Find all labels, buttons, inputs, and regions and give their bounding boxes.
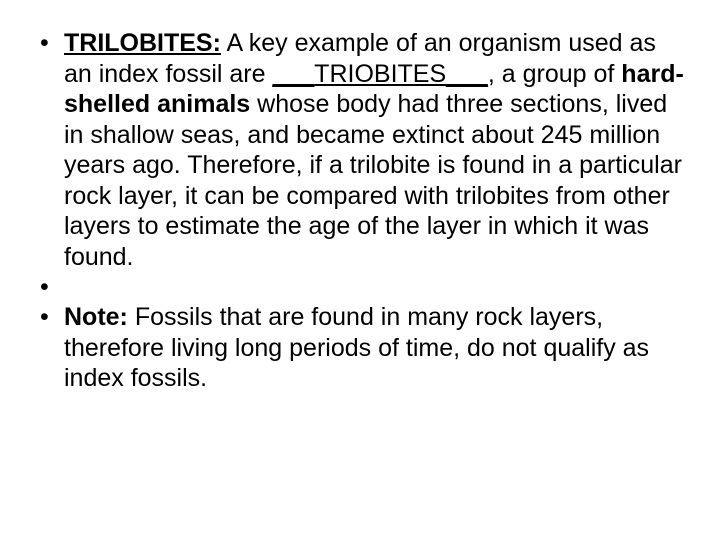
- bullet-list: TRILOBITES: A key example of an organism…: [36, 28, 684, 394]
- bullet-item-1: TRILOBITES: A key example of an organism…: [36, 28, 684, 272]
- blank-post: ___: [446, 60, 488, 88]
- bullet-item-2: [36, 272, 684, 302]
- bullet-1-p2: , a group of: [488, 60, 621, 88]
- bullet-3-body: Fossils that are found in many rock laye…: [64, 303, 649, 392]
- bullet-3-heading: Note:: [64, 303, 128, 331]
- bullet-1-heading: TRILOBITES:: [64, 29, 221, 57]
- bullet-item-3: Note: Fossils that are found in many roc…: [36, 302, 684, 394]
- blank-word: TRIOBITES: [314, 60, 446, 88]
- blank-pre: ___: [272, 60, 314, 88]
- slide: TRILOBITES: A key example of an organism…: [0, 0, 720, 540]
